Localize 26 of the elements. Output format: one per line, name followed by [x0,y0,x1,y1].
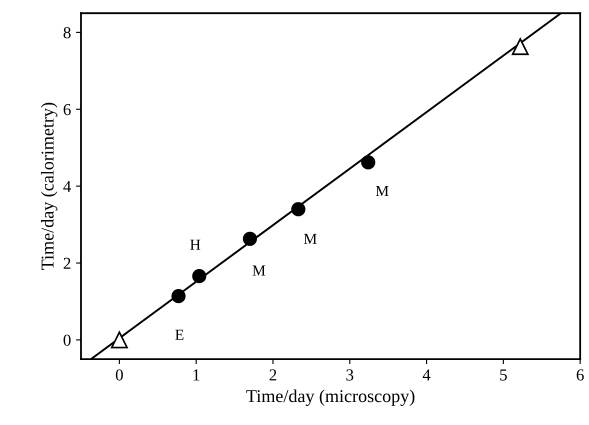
x-tick-label: 2 [270,369,276,380]
annotation: M [376,186,389,196]
x-tick-label: 1 [193,369,200,380]
x-tick-label: 5 [500,370,507,381]
x-tick-label: 6 [576,369,584,381]
point [110,331,128,348]
y-tick-label: 8 [64,27,71,38]
point [171,289,186,304]
point [242,232,258,246]
point [512,38,529,56]
y-tick-label: 6 [64,104,71,116]
x-axis-title: Time/day (microscopy) [246,390,414,406]
point [192,269,206,284]
annotation: M [304,234,317,244]
x-tick-label: 0 [116,369,123,381]
y-axis-title: Time/day (calorimetry) [40,102,58,270]
point [361,155,376,170]
x-tick-label: 4 [422,369,430,380]
y-tick-label: 0 [64,334,71,346]
point [291,202,306,216]
y-tick-label: 4 [63,180,72,192]
annotation: E [175,330,184,340]
annotation: M [252,265,266,276]
annotation: H [190,240,200,250]
x-tick-label: 3 [346,369,354,381]
y-tick-label: 2 [64,258,70,269]
